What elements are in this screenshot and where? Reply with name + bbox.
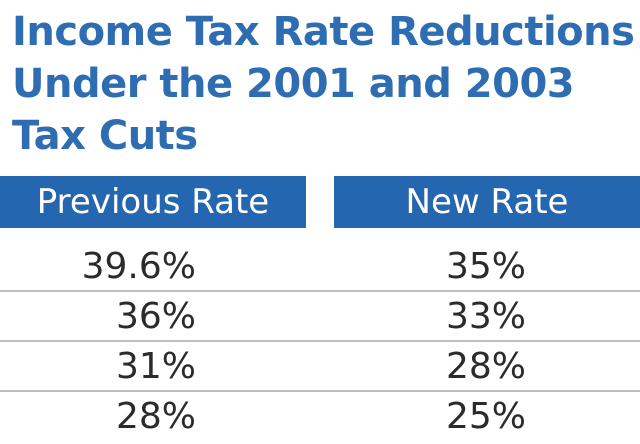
cell-new-rate: 33% xyxy=(445,296,526,337)
cell-previous-rate: 28% xyxy=(115,396,196,437)
chart-title-line-1: Income Tax Rate Reductions xyxy=(12,9,635,55)
table-row: 39.6% 35% xyxy=(0,242,640,292)
row-divider xyxy=(0,390,640,392)
chart-title: Income Tax Rate Reductions Under the 200… xyxy=(12,6,635,162)
chart-title-line-2: Under the 2001 and 2003 xyxy=(12,61,575,107)
chart-title-line-3: Tax Cuts xyxy=(12,113,198,159)
row-divider xyxy=(0,340,640,342)
cell-new-rate: 25% xyxy=(445,396,526,437)
cell-previous-rate: 31% xyxy=(115,346,196,387)
cell-new-rate: 35% xyxy=(445,246,526,287)
cell-previous-rate: 39.6% xyxy=(81,246,196,287)
table-row: 36% 33% xyxy=(0,292,640,342)
table-row: 31% 28% xyxy=(0,342,640,392)
header-new-rate: New Rate xyxy=(334,176,640,228)
cell-previous-rate: 36% xyxy=(115,296,196,337)
cell-new-rate: 28% xyxy=(445,346,526,387)
row-divider xyxy=(0,290,640,292)
header-previous-rate: Previous Rate xyxy=(0,176,306,228)
table-row: 28% 25% xyxy=(0,392,640,442)
